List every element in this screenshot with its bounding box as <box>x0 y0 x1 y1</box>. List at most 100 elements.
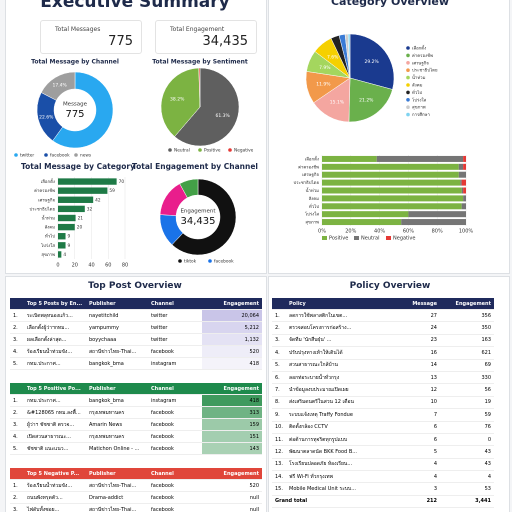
bar <box>58 233 66 240</box>
data-label: 4 <box>63 252 66 258</box>
legend-marker <box>406 75 410 80</box>
x-tick-label: 60% <box>403 229 414 235</box>
slice <box>349 33 395 90</box>
table-cell: สถานีข่าวไทย-Thai... <box>86 503 148 512</box>
x-tick-label: 20 <box>72 263 78 269</box>
table-cell: 350 <box>440 321 494 335</box>
table-cell: โรงเรียนปลอดภัย ห้องเรียน... <box>286 458 390 472</box>
x-tick-label: 100% <box>459 229 474 235</box>
slice-label: 21.2% <box>359 97 374 103</box>
table-cell: ไฟดับทั้งซอย... <box>24 503 86 512</box>
slice <box>179 178 199 199</box>
table-cell: Amarin News <box>86 418 148 431</box>
table-cell: 4 <box>390 458 440 472</box>
table-cell: กรุงเทพมหานคร <box>86 406 148 419</box>
table-row: 15. Mobile Medical Unit ระบบ... 3 53 <box>272 482 494 496</box>
legend-marker <box>406 53 410 58</box>
table-cell: 1,132 <box>202 333 262 346</box>
x-tick-label: 60 <box>105 263 111 269</box>
table-cell: 56 <box>440 383 494 397</box>
slice <box>40 71 76 101</box>
table-cell: นำข้อมูลงบประมาณเปิดเผย <box>286 383 390 397</box>
bar-segment <box>408 211 466 218</box>
table-cell: 5. <box>10 442 24 455</box>
chart-title: Total Message by Sentiment <box>152 59 248 66</box>
y-tick-label: เศรษฐกิจ <box>38 197 55 203</box>
table-cell: 212 <box>390 495 440 508</box>
slice <box>171 178 237 256</box>
table-row: 1. ร้องเรียนน้ำท่วมขัง... สถานีข่าวไทย-Tha… <box>10 479 262 492</box>
bar <box>58 242 66 249</box>
table-cell: facebook <box>148 418 202 431</box>
bar <box>58 187 108 194</box>
table-row: 2. เลือกตั้งผู้ว่าฯกทม... yampummy twitter 5… <box>10 321 262 334</box>
legend-marker <box>44 153 48 157</box>
table-cell: 14. <box>272 470 286 484</box>
bar-segment <box>401 219 466 226</box>
legend-label: การศึกษา <box>412 112 430 118</box>
table-cell: 9. <box>272 408 286 422</box>
x-tick-label: 40 <box>88 263 94 269</box>
table-cell: 6 <box>390 421 440 434</box>
header-cell: Publisher <box>86 383 148 395</box>
table-row: 4. เปิดสวนสาธารณะ... กรุงเทพมหานคร facebook… <box>10 430 262 443</box>
legend-label: twitter <box>20 153 34 159</box>
chart-title: Total Engagement by Channel <box>132 162 258 171</box>
y-tick-label: เศรษฐกิจ <box>302 172 319 178</box>
category-panel <box>268 0 510 274</box>
y-tick-label: สังคม <box>45 225 56 231</box>
table-row: 1. กทม.ประกาศ... bangkok_bma instagram 418 <box>10 394 262 407</box>
table-cell: facebook <box>148 430 202 443</box>
slice <box>347 33 351 79</box>
table-cell: 5. <box>272 359 286 372</box>
kpi-label: Total Messages <box>55 26 101 33</box>
table-row: 3. ไฟดับทั้งซอย... สถานีข่าวไทย-Thai... fac… <box>10 503 262 512</box>
y-tick-label: น้ำท่วม <box>42 215 56 222</box>
table-row: 4. ร้องเรียนน้ำท่วมขัง... สถานีข่าวไทย-Tha… <box>10 345 262 358</box>
header-row: Policy Message Engagement <box>272 298 494 310</box>
bar-segment <box>463 187 466 194</box>
bar-segment <box>458 171 466 178</box>
table-cell: twitter <box>148 321 202 334</box>
table-cell: 2. <box>10 406 24 419</box>
slice <box>52 71 114 149</box>
y-tick-label: เลือกตั้ง <box>305 155 319 162</box>
x-tick-label: 40% <box>374 229 385 235</box>
table-cell: 10 <box>390 396 440 410</box>
table-row: 5. กทม.ประกาศ... bangkok_bma instagram 418 <box>10 357 262 370</box>
table-row: 9. ระบบแจ้งเหตุ Traffy Fondue 7 59 <box>272 408 494 422</box>
table-cell: 1. <box>10 394 24 407</box>
table-cell: ร้องเรียนน้ำท่วมขัง... <box>24 345 86 358</box>
table-row: 2. &#128065 กทม.ลงพื้นที่... กรุงเทพมหานคร… <box>10 406 262 419</box>
x-tick-label: 0 <box>56 263 59 269</box>
table-cell: 43 <box>440 445 494 459</box>
table-cell: yampummy <box>86 321 148 334</box>
kpi-value: 775 <box>108 34 133 49</box>
table-row: 11. ต่อต้านการทุจริตทุกรูปแบบ 6 0 <box>272 433 494 447</box>
table-cell: 43 <box>440 458 494 472</box>
table-cell: กทม.ประกาศ... <box>24 394 86 407</box>
table-cell: 1. <box>10 309 24 322</box>
post-table: Top 5 Negative P... Publisher Channel Engag… <box>10 468 262 512</box>
table-cell: ชัชชาติ แนะแนว... <box>24 442 86 455</box>
data-label: 9 <box>68 234 71 240</box>
legend-marker <box>406 46 410 50</box>
data-label: 70 <box>119 179 125 185</box>
policy-table: Policy Message Engagement 1. ลดการใช้พลาสติก… <box>272 298 494 508</box>
bar-segment <box>322 203 462 210</box>
table-cell: boyychaaa <box>86 333 148 346</box>
table-cell: 19 <box>440 396 494 410</box>
legend-marker <box>406 98 410 102</box>
header-cell: Policy <box>286 298 390 310</box>
table-cell: 53 <box>440 482 494 496</box>
table-cell: ผลเลือกตั้งล่าสุด... <box>24 333 86 346</box>
table-cell: ถนนพังทรุดตัว... <box>24 491 86 504</box>
y-tick-label: เลือกตั้ง <box>41 178 55 185</box>
bar-segment <box>461 187 464 194</box>
table-row: 3. จัดทีม 'นักสืบฝุ่น' ... 23 163 <box>272 334 494 348</box>
legend-marker <box>74 153 78 157</box>
total-row: Grand total 212 3,441 <box>272 495 494 508</box>
y-tick-label: สังคม <box>309 196 320 202</box>
table-cell: ผู้ว่าฯ ชัชชาติ ตรวจ... <box>24 418 86 431</box>
